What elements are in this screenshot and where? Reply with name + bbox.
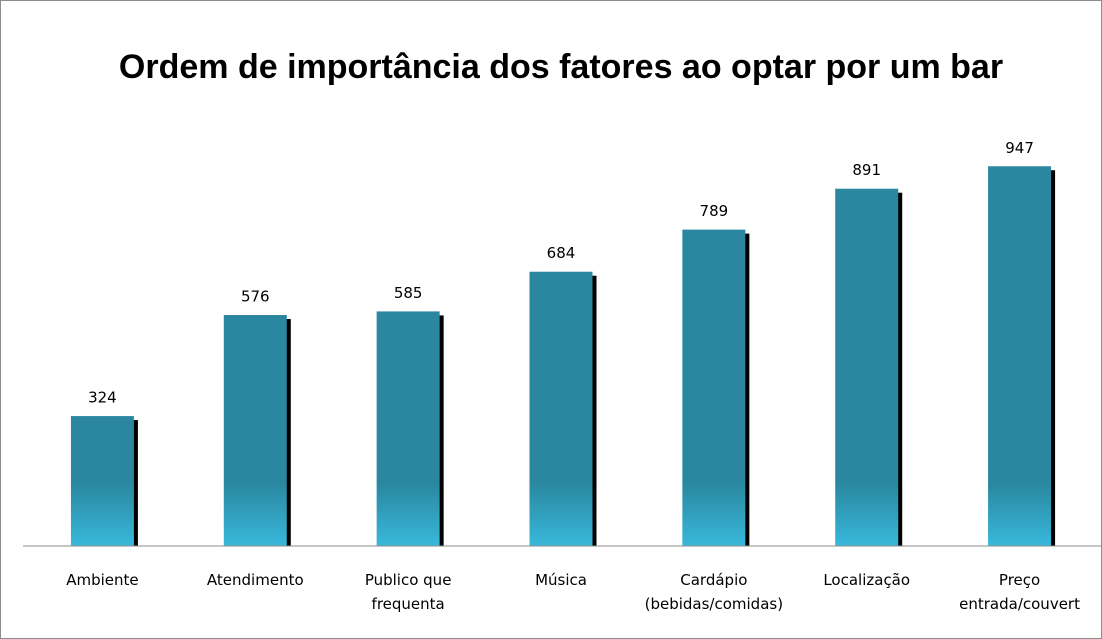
bar [70, 416, 134, 546]
bar [529, 271, 593, 546]
value-label: 585 [394, 284, 423, 302]
x-tick-label: Ambiente [66, 571, 139, 589]
chart-title: Ordem de importância dos fatores ao opta… [118, 48, 1004, 86]
x-tick-label: Publico que frequenta [364, 571, 452, 613]
bar [376, 311, 440, 546]
value-label: 684 [547, 244, 576, 262]
value-label: 324 [88, 389, 117, 407]
value-label: 789 [700, 202, 729, 220]
x-tick-label: Cardápio (bebidas/comidas) [644, 571, 784, 613]
x-tick-label: Localização [823, 571, 911, 589]
x-tick-label: Preço entrada/couvert [959, 571, 1080, 613]
value-label: 576 [241, 288, 270, 306]
bar [988, 166, 1052, 547]
bar [835, 188, 899, 547]
bar [223, 315, 287, 546]
value-label: 891 [852, 161, 881, 179]
x-tick-label: Música [535, 571, 587, 589]
value-label: 947 [1005, 139, 1034, 157]
bar [682, 229, 746, 546]
x-tick-label: Atendimento [206, 571, 304, 589]
